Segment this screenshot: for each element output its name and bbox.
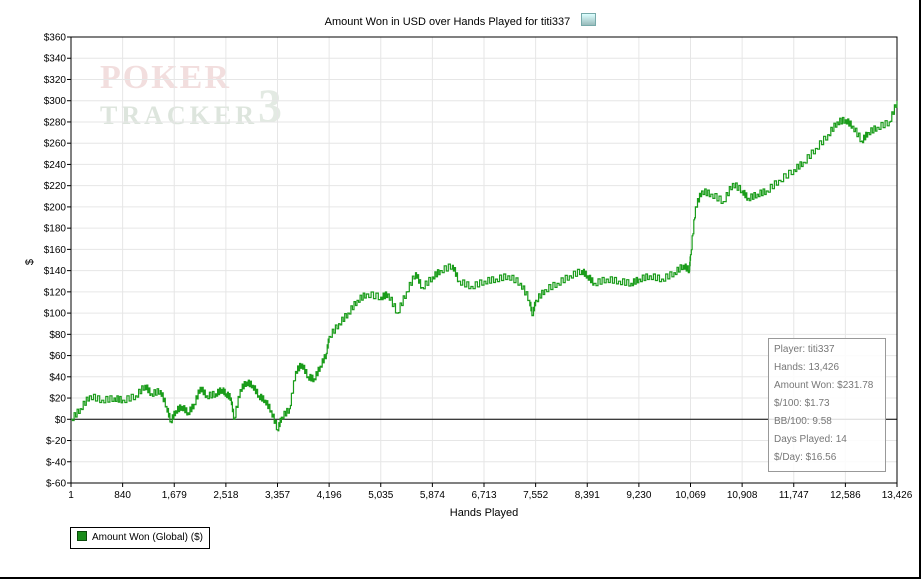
stat-amount-won: Amount Won: $231.78 [774, 380, 874, 391]
stat-hands: Hands: 13,426 [774, 362, 840, 373]
legend-swatch [77, 531, 87, 541]
y-tick-label: $160 [44, 245, 67, 256]
y-tick-label: $120 [44, 287, 67, 298]
legend-label: Amount Won (Global) ($) [92, 532, 203, 543]
x-tick-label: 4,196 [317, 490, 342, 501]
y-tick-label: $280 [44, 117, 67, 128]
x-tick-label: 10,069 [675, 490, 706, 501]
y-tick-label: $340 [44, 54, 67, 65]
y-tick-label: $0 [55, 415, 67, 426]
y-tick-label: $-20 [46, 436, 66, 447]
pokertracker-watermark: POKER TRACKER 3 [100, 59, 282, 133]
x-tick-label: 840 [114, 490, 131, 501]
x-tick-label: 11,747 [779, 490, 809, 501]
y-tick-label: $80 [49, 330, 66, 341]
x-axis-title: Hands Played [450, 507, 519, 519]
x-tick-label: 12,586 [830, 490, 861, 501]
x-tick-label: 8,391 [575, 490, 600, 501]
x-tick-label: 1,679 [162, 490, 187, 501]
y-tick-label: $20 [49, 394, 66, 405]
y-tick-label: $180 [44, 224, 67, 235]
x-tick-label: 5,035 [368, 490, 393, 501]
watermark-three: 3 [258, 80, 282, 133]
y-axis-title: $ [24, 259, 36, 265]
stat-dollar-per-day: $/Day: $16.56 [774, 452, 837, 463]
y-tick-label: $220 [44, 181, 67, 192]
y-tick-label: $320 [44, 75, 67, 86]
y-tick-label: $100 [44, 309, 67, 320]
x-tick-label: 6,713 [471, 490, 496, 501]
stat-bb-per-100: BB/100: 9.58 [774, 416, 832, 427]
chart-title-icon[interactable] [581, 13, 597, 26]
y-tick-label: $240 [44, 160, 67, 171]
watermark-tracker: TRACKER [100, 101, 258, 130]
y-tick-label: $140 [44, 266, 67, 277]
y-tick-label: $200 [44, 202, 67, 213]
series-layer [71, 100, 898, 432]
x-tick-label: 7,552 [523, 490, 548, 501]
y-tick-label: $-40 [46, 457, 66, 468]
x-tick-label: 5,874 [420, 490, 445, 501]
x-tick-label: 13,426 [882, 490, 913, 501]
y-tick-label: $-60 [46, 479, 66, 490]
stat-player: Player: titi337 [774, 344, 835, 355]
stat-days-played: Days Played: 14 [774, 434, 847, 445]
x-tick-label: 2,518 [213, 490, 238, 501]
chart-title-text: Amount Won in USD over Hands Played for … [324, 16, 571, 28]
y-tick-label: $260 [44, 139, 67, 150]
legend[interactable]: Amount Won (Global) ($) [70, 527, 210, 549]
y-axis-ticks: $360 $340 $320 $300 $280 $260 $240 $220 $200 $180… [44, 33, 71, 490]
watermark-poker: POKER [100, 59, 231, 96]
y-tick-label: $40 [49, 372, 66, 383]
chart-title: Amount Won in USD over Hands Played for … [0, 13, 921, 28]
series-line-amount-won [71, 100, 898, 432]
x-tick-label: 3,357 [265, 490, 290, 501]
stats-box: Player: titi337 Hands: 13,426 Amount Won… [768, 338, 886, 472]
y-tick-label: $300 [44, 96, 67, 107]
x-axis-ticks: 1 840 1,679 2,518 3,357 4,196 5,035 5,874 6,713 7… [68, 483, 913, 501]
x-tick-label: 1 [68, 490, 74, 501]
x-tick-label: 10,908 [727, 490, 758, 501]
y-tick-label: $60 [49, 351, 66, 362]
stat-dollar-per-100: $/100: $1.73 [774, 398, 830, 409]
y-tick-label: $360 [44, 33, 67, 44]
x-tick-label: 9,230 [626, 490, 651, 501]
